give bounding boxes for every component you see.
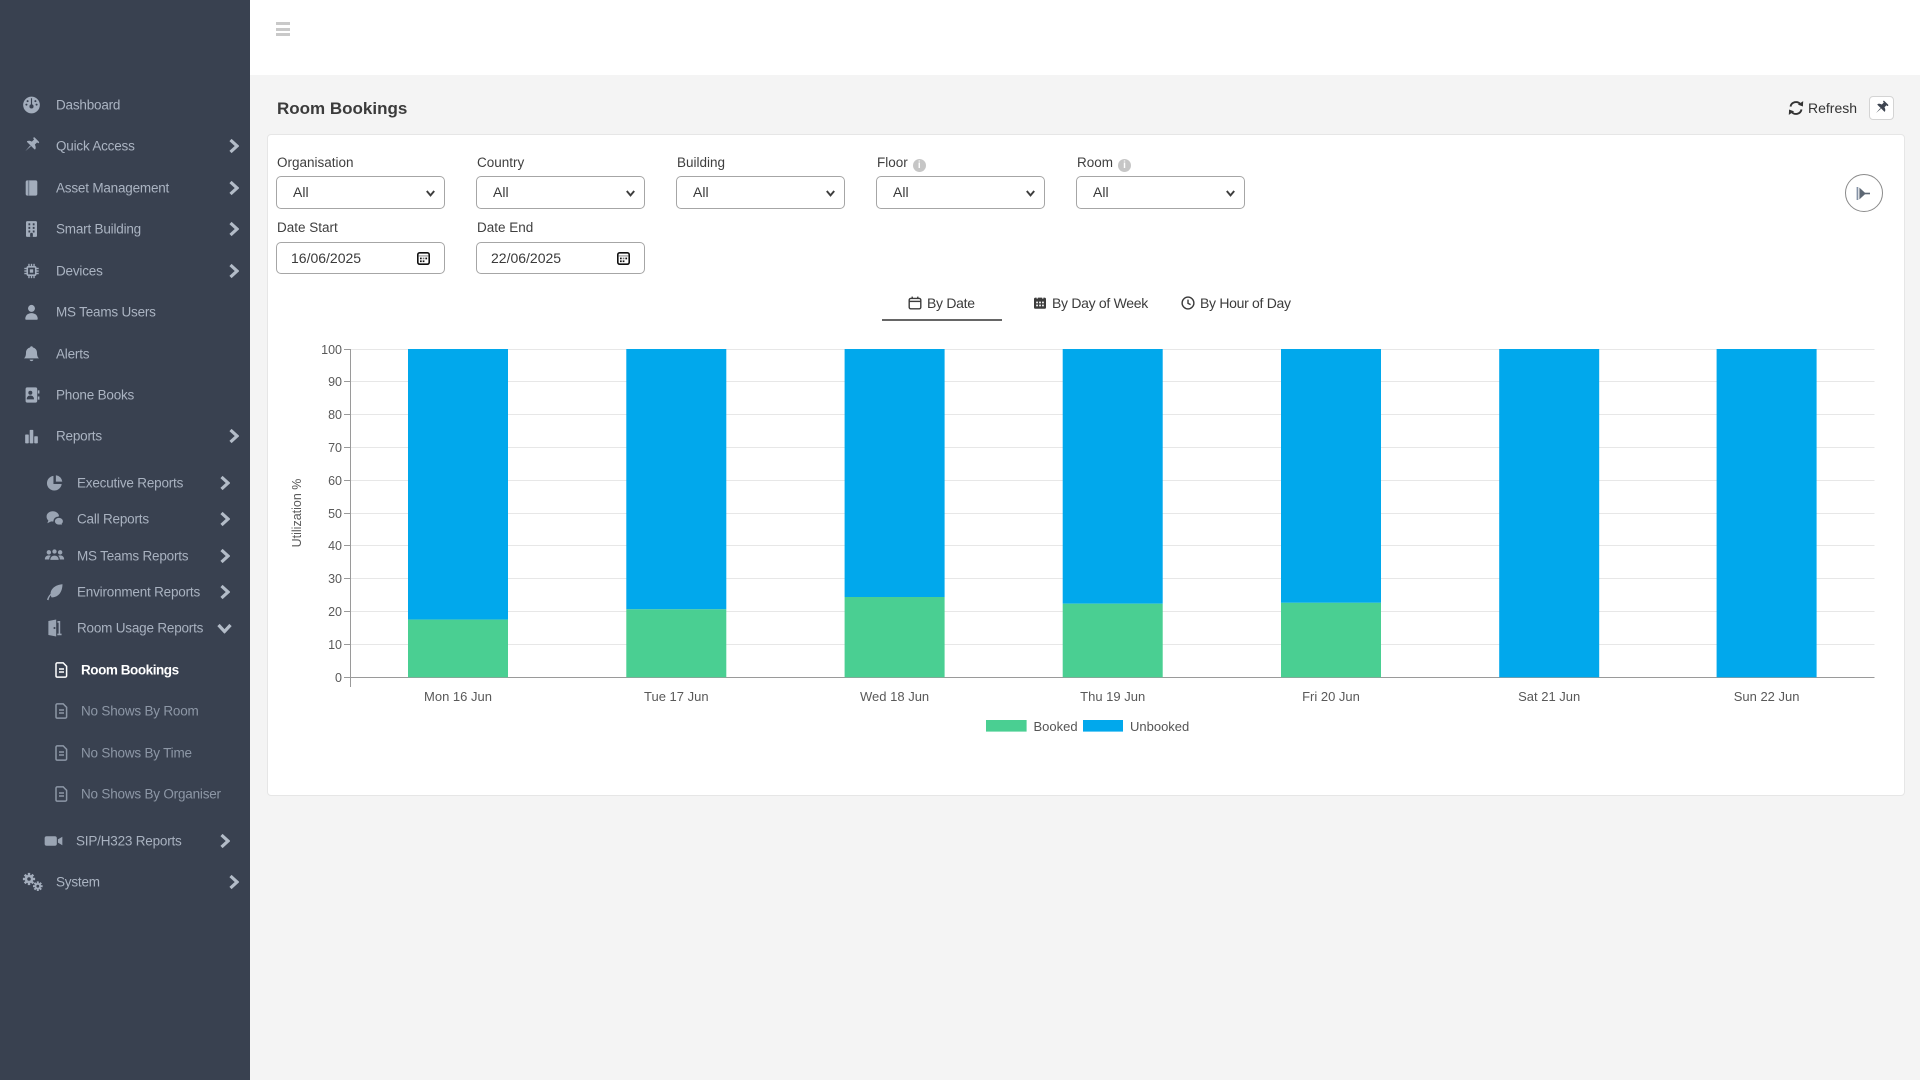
svg-text:Sun 22 Jun: Sun 22 Jun bbox=[1734, 689, 1800, 704]
svg-text:Mon 16 Jun: Mon 16 Jun bbox=[424, 689, 492, 704]
svg-text:90: 90 bbox=[328, 375, 342, 389]
svg-text:0: 0 bbox=[335, 671, 342, 685]
svg-text:40: 40 bbox=[328, 539, 342, 553]
svg-text:Wed 18 Jun: Wed 18 Jun bbox=[860, 689, 929, 704]
svg-text:60: 60 bbox=[328, 474, 342, 488]
svg-text:100: 100 bbox=[321, 343, 342, 357]
svg-text:80: 80 bbox=[328, 408, 342, 422]
svg-text:10: 10 bbox=[328, 638, 342, 652]
svg-text:Fri 20 Jun: Fri 20 Jun bbox=[1302, 689, 1360, 704]
svg-text:Sat 21 Jun: Sat 21 Jun bbox=[1518, 689, 1580, 704]
svg-text:50: 50 bbox=[328, 507, 342, 521]
svg-text:Unbooked: Unbooked bbox=[1130, 719, 1189, 734]
svg-text:Tue 17 Jun: Tue 17 Jun bbox=[644, 689, 709, 704]
svg-text:Thu 19 Jun: Thu 19 Jun bbox=[1080, 689, 1145, 704]
svg-text:Utilization %: Utilization % bbox=[290, 479, 304, 548]
svg-text:70: 70 bbox=[328, 441, 342, 455]
svg-text:30: 30 bbox=[328, 572, 342, 586]
svg-text:Booked: Booked bbox=[1034, 719, 1078, 734]
svg-text:20: 20 bbox=[328, 605, 342, 619]
